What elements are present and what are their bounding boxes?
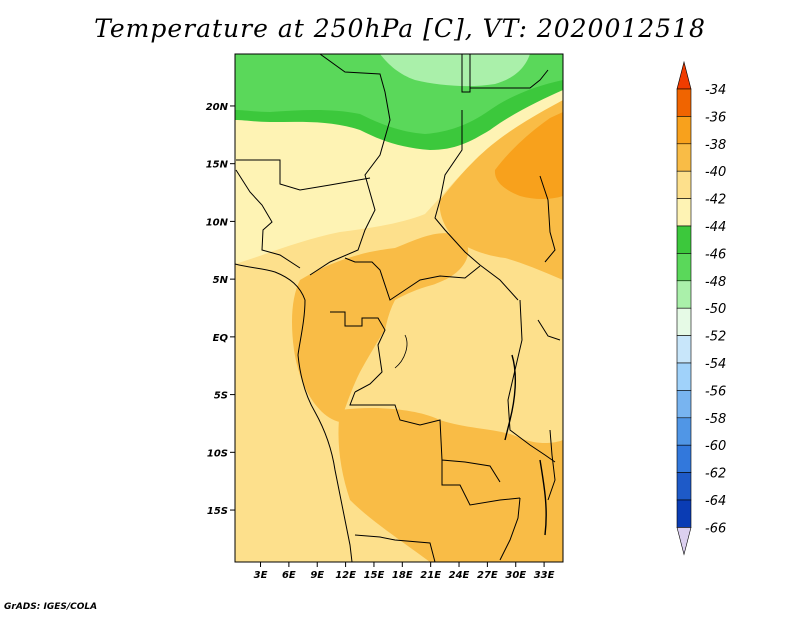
- x-tick-label: 18E: [392, 570, 413, 581]
- x-tick-label: 24E: [449, 570, 470, 581]
- colorbar-swatch: [676, 335, 692, 364]
- colorbar-top-arrow: [676, 60, 692, 90]
- colorbar-label: -38: [705, 138, 726, 153]
- colorbar-label: -50: [705, 302, 726, 317]
- y-tick-label: 20N: [206, 102, 229, 113]
- x-tick-label: 21E: [420, 570, 441, 581]
- colorbar-swatch: [676, 170, 692, 199]
- x-axis: 3E 6E 9E 12E 15E 18E 21E 24E 27E 30E 33E: [254, 562, 555, 581]
- x-tick-label: 15E: [364, 570, 385, 581]
- colorbar-label: -52: [705, 330, 726, 345]
- x-tick-label: 30E: [505, 570, 526, 581]
- colorbar-label: -64: [705, 494, 726, 509]
- y-tick-label: 10N: [206, 217, 229, 228]
- colorbar-label: -62: [705, 467, 726, 482]
- colorbar: -34 -36 -38 -40 -42 -44 -46 -48 -50 -52 -54 -56 -58 -…: [676, 60, 726, 556]
- borders: [235, 54, 561, 562]
- x-tick-label: 6E: [282, 570, 296, 581]
- y-tick-label: 5S: [214, 391, 228, 402]
- colorbar-swatch: [676, 116, 692, 145]
- colorbar-swatch: [676, 225, 692, 254]
- colorbar-swatch: [676, 417, 692, 446]
- region-pale-yellow-congo: [383, 279, 513, 425]
- region-orange-light: [292, 233, 469, 422]
- colorbar-label: -56: [705, 384, 726, 399]
- colorbar-label: -42: [705, 193, 726, 208]
- colorbar-swatch: [676, 280, 692, 309]
- temperature-field: [235, 54, 563, 562]
- x-tick-label: 3E: [254, 570, 268, 581]
- colorbar-swatch: [676, 88, 692, 117]
- region-green-light: [380, 54, 530, 87]
- colorbar-label: -34: [705, 83, 726, 98]
- colorbar-label: -58: [705, 412, 726, 427]
- colorbar-swatch: [676, 253, 692, 282]
- colorbar-label: -60: [705, 439, 726, 454]
- colorbar-label: -48: [705, 275, 726, 290]
- plot-frame: [234, 53, 564, 563]
- colorbar-label: -54: [705, 357, 726, 372]
- colorbar-swatch: [676, 198, 692, 227]
- chart-title: Temperature at 250hPa [C], VT: 202001251…: [94, 14, 706, 43]
- x-tick-label: 33E: [534, 570, 555, 581]
- y-tick-label: 15N: [206, 160, 229, 171]
- y-tick-label: 15S: [207, 506, 228, 517]
- colorbar-swatch: [676, 444, 692, 473]
- y-axis: 20N 15N 10N 5N EQ 5S 10S 15S: [206, 102, 235, 517]
- colorbar-bottom-arrow: [676, 527, 692, 556]
- colorbar-swatch: [676, 307, 692, 336]
- colorbar-swatch: [676, 472, 692, 501]
- grads-credit: GrADS: IGES/COLA: [4, 602, 98, 612]
- y-tick-label: EQ: [213, 333, 229, 344]
- colorbar-swatch: [676, 499, 692, 528]
- x-tick-label: 9E: [310, 570, 324, 581]
- x-tick-label: 27E: [477, 570, 498, 581]
- x-tick-label: 12E: [335, 570, 356, 581]
- colorbar-swatch: [676, 390, 692, 419]
- colorbar-swatch: [676, 143, 692, 172]
- colorbar-label: -40: [705, 165, 726, 180]
- colorbar-swatch: [676, 362, 692, 391]
- colorbar-label: -46: [705, 247, 726, 262]
- y-tick-label: 10S: [207, 448, 228, 459]
- colorbar-label: -36: [705, 110, 726, 125]
- region-orange: [494, 112, 563, 199]
- colorbar-label: -44: [705, 220, 726, 235]
- y-tick-label: 5N: [213, 275, 229, 286]
- colorbar-label: -66: [705, 521, 726, 536]
